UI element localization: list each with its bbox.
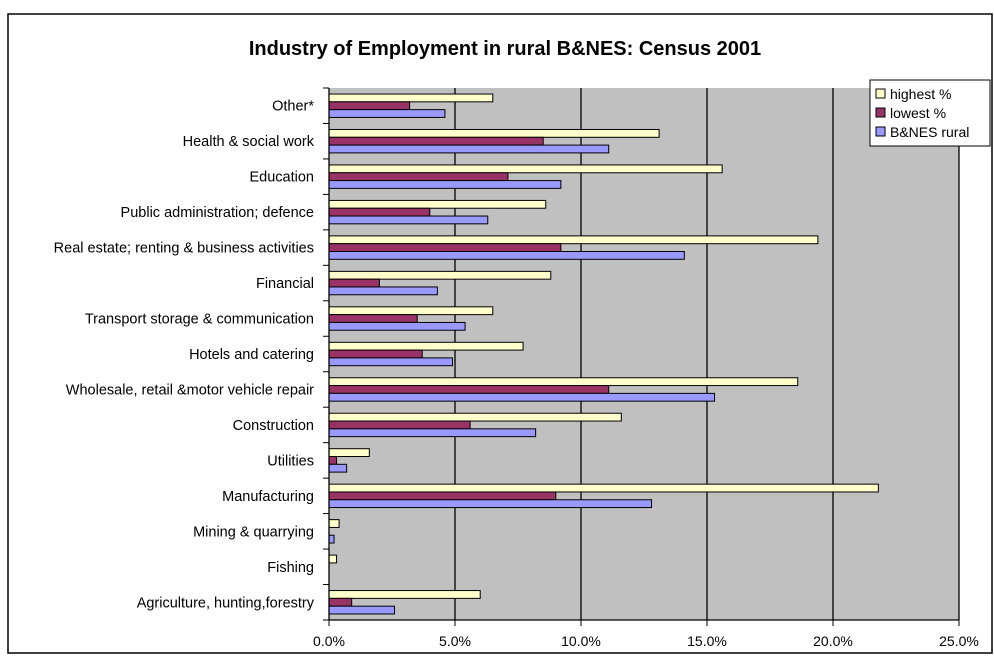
legend-label-b-nes-rural: B&NES rural [890,124,969,140]
category-label: Transport storage & communication [85,312,314,328]
bar-lowest [328,101,411,111]
legend: highest % lowest % B&NES rural [869,79,991,147]
bar-lowest [328,207,431,217]
category-label: Mining & quarrying [193,524,314,540]
chart-title: Industry of Employment in rural B&NES: C… [249,38,761,60]
bar-b-nes-rural [328,392,716,402]
legend-swatch-highest [875,88,886,99]
x-tick-label: 25.0% [939,633,979,649]
bar-lowest [328,349,423,359]
category-label: Other* [272,99,314,115]
bar-highest [328,93,494,103]
category-label: Utilities [267,453,314,469]
bar-b-nes-rural [328,605,396,615]
bar-b-nes-rural [328,109,446,118]
bar-lowest [328,136,544,146]
category-label: Financial [256,276,314,292]
bar-highest [328,306,494,316]
bar-highest [328,164,723,174]
category-label: Health & social work [183,134,315,150]
bar-b-nes-rural [328,180,562,189]
legend-label-highest: highest % [890,86,951,102]
bar-b-nes-rural [328,321,466,331]
x-tick-label: 0.0% [313,633,345,649]
category-label: Wholesale, retail &motor vehicle repair [66,382,314,398]
bar-b-nes-rural [328,215,489,225]
bar-lowest [328,385,610,394]
bar-b-nes-rural [328,357,453,367]
bar-highest [328,483,879,493]
legend-swatch-lowest [875,107,886,118]
category-label: Public administration; defence [121,205,314,221]
bar-highest [328,519,340,528]
bar-highest [328,554,338,564]
bar-lowest [328,172,509,182]
bar-b-nes-rural [328,286,438,296]
category-label: Agriculture, hunting,forestry [137,595,315,611]
bar-b-nes-rural [328,499,653,509]
bar-highest [328,235,819,245]
category-label: Real estate; renting & business activiti… [54,241,314,257]
bar-lowest [328,314,418,323]
bar-b-nes-rural [328,428,537,438]
bar-b-nes-rural [328,251,685,260]
category-label: Construction [233,418,314,434]
bar-b-nes-rural [328,463,348,473]
legend-label-lowest: lowest % [890,105,946,121]
category-label: Fishing [267,560,314,576]
bar-highest [328,341,524,351]
bar-b-nes-rural [328,144,610,154]
bar-lowest [328,243,562,253]
bar-highest [328,590,481,599]
x-tick-label: 5.0% [439,633,471,649]
bar-highest [328,128,660,138]
x-tick-label: 15.0% [687,633,727,649]
bar-lowest [328,597,353,607]
bar-highest [328,270,552,280]
legend-box [869,79,991,147]
category-label: Education [250,170,315,186]
bar-highest [328,199,547,209]
bar-b-nes-rural [328,534,335,544]
bar-lowest [328,278,380,288]
category-label: Hotels and catering [189,347,314,363]
x-tick-label: 10.0% [561,633,601,649]
bar-highest [328,448,370,457]
bar-lowest [328,455,338,465]
bar-lowest [328,491,557,501]
category-label: Manufacturing [222,489,314,505]
x-tick-label: 20.0% [813,633,853,649]
bar-lowest [328,420,471,430]
legend-swatch-b-nes-rural [875,126,886,137]
bar-highest [328,377,799,387]
bar-highest [328,412,622,422]
